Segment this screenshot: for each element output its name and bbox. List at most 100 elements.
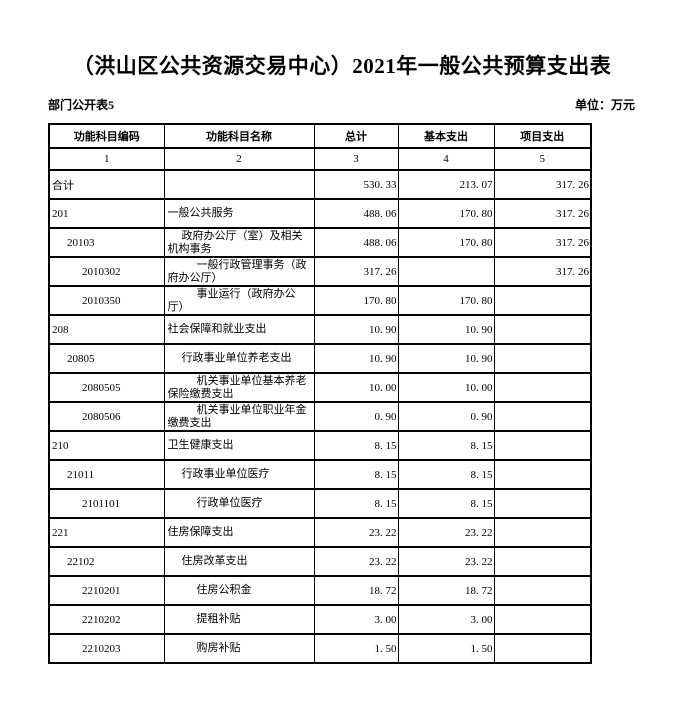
basic-cell: 10. 90 xyxy=(397,343,495,374)
table-row: 2080506 机关事业单位职业年金缴费支出 0. 90 0. 90 xyxy=(48,401,592,432)
code-cell: 208 xyxy=(48,314,165,345)
unit-label: 单位：万元 xyxy=(574,98,635,112)
basic-cell: 18. 72 xyxy=(397,575,495,606)
name-cell: 机关事业单位职业年金缴费支出 xyxy=(163,401,315,432)
name-cell: 住房保障支出 xyxy=(163,517,315,548)
code-cell: 2080505 xyxy=(48,372,165,403)
budget-table: 功能科目编码 功能科目名称 总计 基本支出 项目支出 1 2 3 4 5 合计 5… xyxy=(48,123,592,664)
meta-row: 部门公开表5 单位：万元 xyxy=(48,96,635,113)
total-cell: 10. 00 xyxy=(313,372,399,403)
basic-cell: 0. 90 xyxy=(397,401,495,432)
name-cell: 机关事业单位基本养老保险缴费支出 xyxy=(163,372,315,403)
total-cell: 23. 22 xyxy=(313,517,399,548)
project-cell: 317. 26 xyxy=(493,169,592,200)
name-cell: 政府办公厅（室）及相关机构事务 xyxy=(163,227,315,258)
table-row: 208 社会保障和就业支出 10. 90 10. 90 xyxy=(48,314,592,345)
basic-cell: 213. 07 xyxy=(397,169,495,200)
project-cell xyxy=(493,343,592,374)
header-cell-name: 功能科目名称 xyxy=(163,123,315,149)
name-cell: 社会保障和就业支出 xyxy=(163,314,315,345)
code-cell: 2101101 xyxy=(48,488,165,519)
table-row: 2101101 行政单位医疗 8. 15 8. 15 xyxy=(48,488,592,519)
header-cell-basic: 基本支出 xyxy=(397,123,495,149)
total-cell: 170. 80 xyxy=(313,285,399,316)
project-cell xyxy=(493,546,592,577)
project-cell: 317. 26 xyxy=(493,227,592,258)
code-cell: 2080506 xyxy=(48,401,165,432)
total-cell: 488. 06 xyxy=(313,227,399,258)
header-row: 功能科目编码 功能科目名称 总计 基本支出 项目支出 xyxy=(48,123,592,149)
code-cell: 2210202 xyxy=(48,604,165,635)
project-cell: 317. 26 xyxy=(493,256,592,287)
basic-cell: 23. 22 xyxy=(397,546,495,577)
code-cell: 2010350 xyxy=(48,285,165,316)
total-cell: 1. 50 xyxy=(313,633,399,664)
code-cell: 21011 xyxy=(48,459,165,490)
table-row: 22102 住房改革支出 23. 22 23. 22 xyxy=(48,546,592,577)
table-row: 2210202 提租补贴 3. 00 3. 00 xyxy=(48,604,592,635)
name-cell: 卫生健康支出 xyxy=(163,430,315,461)
table-row: 2080505 机关事业单位基本养老保险缴费支出 10. 00 10. 00 xyxy=(48,372,592,403)
code-cell: 2210201 xyxy=(48,575,165,606)
basic-cell: 10. 00 xyxy=(397,372,495,403)
table-row: 20103 政府办公厅（室）及相关机构事务 488. 06 170. 80 317. 2… xyxy=(48,227,592,258)
total-cell: 488. 06 xyxy=(313,198,399,229)
total-cell: 18. 72 xyxy=(313,575,399,606)
table-row: 2210203 购房补贴 1. 50 1. 50 xyxy=(48,633,592,664)
total-cell: 317. 26 xyxy=(313,256,399,287)
total-cell: 530. 33 xyxy=(313,169,399,200)
code-cell: 合计 xyxy=(48,169,165,200)
project-cell xyxy=(493,488,592,519)
total-cell: 23. 22 xyxy=(313,546,399,577)
header-cell-code: 功能科目编码 xyxy=(48,123,165,149)
project-cell xyxy=(493,633,592,664)
column-number: 5 xyxy=(493,147,592,171)
total-cell: 8. 15 xyxy=(313,488,399,519)
code-cell: 20103 xyxy=(48,227,165,258)
total-cell: 10. 90 xyxy=(313,343,399,374)
project-cell xyxy=(493,314,592,345)
basic-cell xyxy=(397,256,495,287)
name-cell: 事业运行（政府办公厅） xyxy=(163,285,315,316)
project-cell xyxy=(493,575,592,606)
project-cell xyxy=(493,430,592,461)
name-cell: 行政单位医疗 xyxy=(163,488,315,519)
basic-cell: 23. 22 xyxy=(397,517,495,548)
name-cell: 行政事业单位医疗 xyxy=(163,459,315,490)
name-cell: 一般行政管理事务（政府办公厅） xyxy=(163,256,315,287)
table-row: 2210201 住房公积金 18. 72 18. 72 xyxy=(48,575,592,606)
header-cell-total: 总计 xyxy=(313,123,399,149)
name-cell: 住房公积金 xyxy=(163,575,315,606)
basic-cell: 8. 15 xyxy=(397,430,495,461)
table-row: 20805 行政事业单位养老支出 10. 90 10. 90 xyxy=(48,343,592,374)
basic-cell: 8. 15 xyxy=(397,459,495,490)
name-cell: 一般公共服务 xyxy=(163,198,315,229)
table-row: 210 卫生健康支出 8. 15 8. 15 xyxy=(48,430,592,461)
basic-cell: 170. 80 xyxy=(397,198,495,229)
code-cell: 2210203 xyxy=(48,633,165,664)
column-number: 2 xyxy=(163,147,315,171)
basic-cell: 1. 50 xyxy=(397,633,495,664)
project-cell xyxy=(493,285,592,316)
project-cell xyxy=(493,459,592,490)
code-cell: 20805 xyxy=(48,343,165,374)
table-row: 201 一般公共服务 488. 06 170. 80 317. 26 xyxy=(48,198,592,229)
code-cell: 22102 xyxy=(48,546,165,577)
project-cell: 317. 26 xyxy=(493,198,592,229)
name-cell xyxy=(163,169,315,200)
table-row: 21011 行政事业单位医疗 8. 15 8. 15 xyxy=(48,459,592,490)
table-body: 合计 530. 33 213. 07 317. 26 201 一般公共服务 488. 06 1… xyxy=(48,169,592,664)
table-row: 2010302 一般行政管理事务（政府办公厅） 317. 26 317. 26 xyxy=(48,256,592,287)
column-number: 3 xyxy=(313,147,399,171)
project-cell xyxy=(493,401,592,432)
code-cell: 201 xyxy=(48,198,165,229)
basic-cell: 10. 90 xyxy=(397,314,495,345)
code-cell: 210 xyxy=(48,430,165,461)
basic-cell: 170. 80 xyxy=(397,227,495,258)
column-number-row: 1 2 3 4 5 xyxy=(48,147,592,171)
name-cell: 提租补贴 xyxy=(163,604,315,635)
project-cell xyxy=(493,604,592,635)
total-cell: 3. 00 xyxy=(313,604,399,635)
table-row: 221 住房保障支出 23. 22 23. 22 xyxy=(48,517,592,548)
